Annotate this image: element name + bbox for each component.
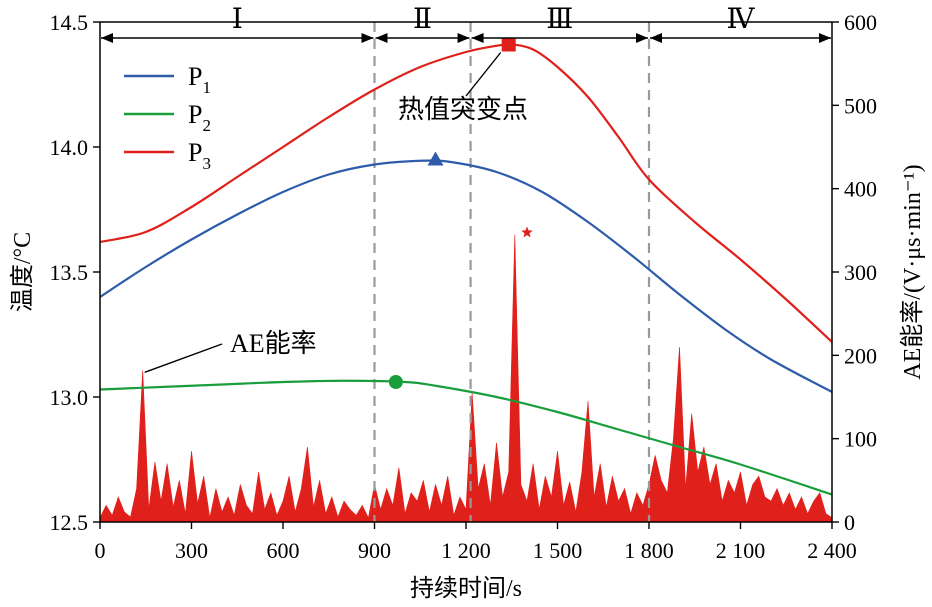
x-tick-label: 2 400 (807, 538, 857, 563)
region-arrowhead-right-2 (457, 33, 470, 43)
ae-energy-rate-area-layer (99, 226, 833, 523)
y-right-tick-label: 600 (844, 10, 877, 35)
region-arrowhead-right-4 (819, 33, 831, 43)
region-label-1: Ⅰ (232, 4, 243, 35)
marker-p3-peak (501, 37, 516, 52)
y-right-tick-label: 400 (844, 177, 877, 202)
y-right-tick-label: 0 (844, 510, 855, 535)
region-arrowhead-left-1 (101, 33, 113, 43)
x-tick-label: 1 200 (441, 538, 491, 563)
x-tick-label: 300 (175, 538, 208, 563)
y-left-tick-label: 14.5 (50, 10, 89, 35)
ae-energy-rate-area (99, 234, 833, 523)
y-right-tick-label: 300 (844, 260, 877, 285)
annotation-leader-heat-value (465, 52, 502, 97)
legend-label-1: P1 (188, 62, 211, 97)
axes: 0 300 600 900 1 200 1 500 1 800 2 100 2 400 12.5 1… (50, 10, 878, 563)
legend-label-3: P3 (188, 138, 211, 173)
region-arrowhead-right-3 (636, 33, 648, 43)
region-label-3: Ⅲ (546, 4, 573, 35)
y-left-tick-label: 14.0 (50, 135, 89, 160)
x-tick-label: 1 800 (624, 538, 674, 563)
annotation-leader-ae-rate (144, 343, 223, 373)
region-arrowhead-left-4 (650, 33, 662, 43)
x-tick-label: 2 100 (716, 538, 766, 563)
x-tick-label: 1 500 (533, 538, 583, 563)
y-right-tick-label: 200 (844, 343, 877, 368)
y-right-tick-label: 500 (844, 93, 877, 118)
y-left-tick-label: 13.5 (50, 260, 89, 285)
series-line-p2 (99, 379, 833, 496)
marker-p1-peak (427, 151, 444, 166)
y-left-tick-label: 12.5 (50, 510, 89, 535)
axis-labels: 持续时间/s 温度/°C AE能率/(V·μs·min⁻¹) (9, 164, 926, 602)
temperature-series-layer (99, 37, 833, 496)
region-arrowhead-left-2 (375, 33, 388, 43)
region-markers: Ⅰ Ⅱ Ⅲ Ⅳ (101, 4, 831, 43)
annotation-ae-energy-rate: AE能率 (230, 329, 317, 358)
y-left-axis-title: 温度/°C (9, 232, 36, 312)
annotations: 热值突变点 AE能率 (144, 52, 528, 373)
marker-p2-peak (388, 375, 403, 389)
x-tick-label: 900 (358, 538, 391, 563)
y-right-tick-label: 100 (844, 427, 877, 452)
annotation-heat-value-mutation-point: 热值突变点 (398, 95, 528, 124)
region-arrowhead-right-1 (361, 33, 374, 43)
legend-label-2: P2 (188, 100, 211, 135)
ae-peak-star-marker (521, 226, 533, 238)
region-arrowhead-left-3 (471, 33, 484, 43)
series-line-p1 (99, 159, 833, 393)
x-tick-label: 600 (267, 538, 300, 563)
y-right-axis-title: AE能率/(V·μs·min⁻¹) (899, 164, 926, 379)
x-axis-title: 持续时间/s (410, 575, 522, 602)
y-left-tick-label: 13.0 (50, 385, 89, 410)
region-label-2: Ⅱ (413, 4, 432, 35)
region-label-4: Ⅳ (727, 4, 756, 35)
x-tick-label: 0 (95, 538, 106, 563)
